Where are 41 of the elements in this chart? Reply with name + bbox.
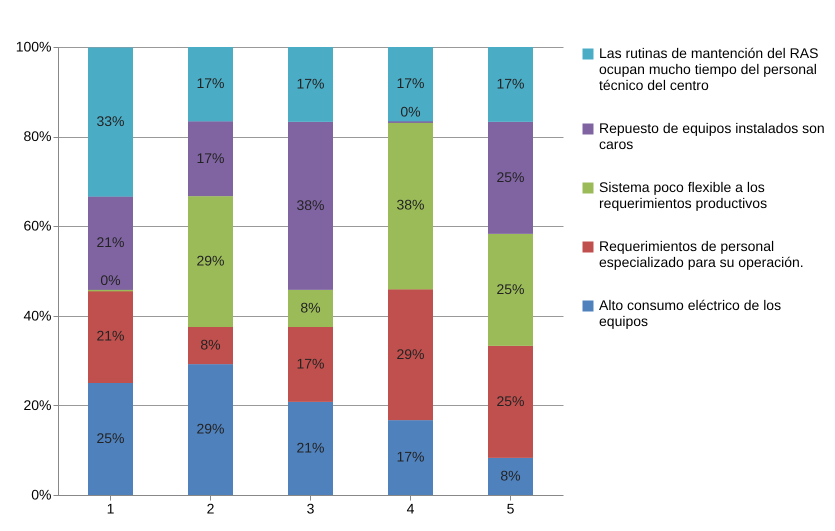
data-label: 25% <box>96 430 125 446</box>
data-label: 17% <box>196 75 225 92</box>
data-label: 17% <box>396 448 425 465</box>
y-tick-label: 80% <box>23 128 52 144</box>
data-label: 25% <box>496 280 525 297</box>
data-label: 33% <box>96 113 125 130</box>
data-label: 21% <box>96 234 125 250</box>
data-label: 8% <box>200 336 221 353</box>
data-label: 17% <box>296 355 325 372</box>
data-label: 21% <box>296 439 325 456</box>
y-tick-label: 40% <box>23 307 52 324</box>
y-tick-label: 0% <box>31 486 52 502</box>
x-tick-label: 5 <box>506 500 515 516</box>
x-tick-label: 4 <box>406 500 415 516</box>
data-label: 38% <box>396 196 425 212</box>
legend-label: Sistema poco flexible a los requerimientos productivos <box>599 179 768 211</box>
data-label: 38% <box>296 196 325 213</box>
x-tick-label: 1 <box>106 500 115 516</box>
legend-label: Alto consumo eléctrico de los equipos <box>599 297 782 329</box>
data-label: 29% <box>196 252 225 269</box>
data-label: 17% <box>496 75 525 92</box>
data-label: 29% <box>196 420 225 437</box>
x-tick-label: 2 <box>206 500 215 516</box>
data-label: 17% <box>296 75 325 92</box>
data-label: 8% <box>500 467 521 484</box>
data-label: 29% <box>396 346 425 362</box>
data-label: 25% <box>496 392 525 409</box>
x-tick-label: 3 <box>306 500 315 516</box>
data-label: 17% <box>396 75 425 92</box>
legend-label: Repuesto de equipos instalados son caros <box>599 120 825 152</box>
data-label: 8% <box>300 299 321 316</box>
y-tick-label: 20% <box>23 396 52 413</box>
data-label: 0% <box>100 272 121 288</box>
legend-label: Las rutinas de mantención del RAS ocupan mucho tiempo del personal técnico del centro <box>599 45 818 93</box>
y-tick-label: 60% <box>23 218 52 234</box>
data-label: 0% <box>400 103 421 120</box>
legend-label: Requerimientos de personal especializado para su operación. <box>599 238 804 270</box>
data-label: 25% <box>496 168 525 185</box>
data-label: 17% <box>196 150 225 166</box>
data-label: 21% <box>96 327 125 344</box>
y-tick-label: 100% <box>16 38 52 54</box>
